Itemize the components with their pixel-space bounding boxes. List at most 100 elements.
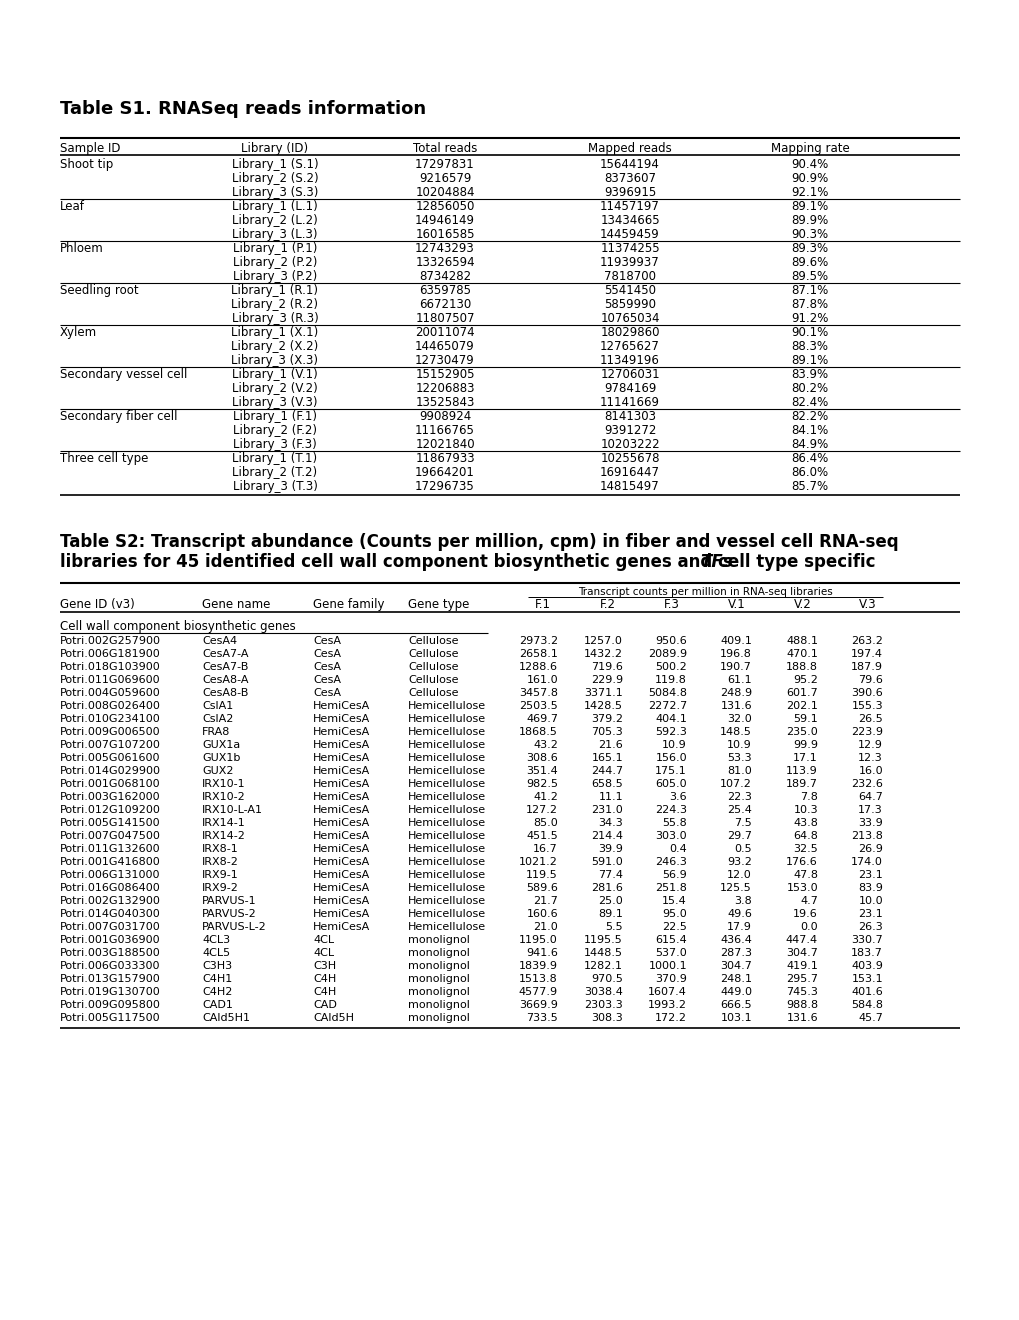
- Text: V.2: V.2: [794, 598, 811, 611]
- Text: CAld5H1: CAld5H1: [202, 1012, 250, 1023]
- Text: 7.8: 7.8: [799, 792, 817, 803]
- Text: Library_2 (T.2): Library_2 (T.2): [232, 466, 317, 479]
- Text: 43.2: 43.2: [533, 741, 557, 750]
- Text: 2973.2: 2973.2: [519, 636, 557, 645]
- Text: 41.2: 41.2: [533, 792, 557, 803]
- Text: 88.3%: 88.3%: [791, 341, 827, 352]
- Text: 2658.1: 2658.1: [519, 649, 557, 659]
- Text: 131.6: 131.6: [786, 1012, 817, 1023]
- Text: Potri.005G141500: Potri.005G141500: [60, 818, 160, 828]
- Text: Library_3 (S.3): Library_3 (S.3): [231, 186, 318, 199]
- Text: 409.1: 409.1: [719, 636, 751, 645]
- Text: 153.0: 153.0: [786, 883, 817, 894]
- Text: 705.3: 705.3: [591, 727, 623, 737]
- Text: 89.1%: 89.1%: [791, 201, 827, 213]
- Text: 17296735: 17296735: [415, 480, 475, 492]
- Text: Potri.006G131000: Potri.006G131000: [60, 870, 160, 880]
- Text: 26.3: 26.3: [857, 921, 882, 932]
- Text: F.3: F.3: [663, 598, 680, 611]
- Text: 719.6: 719.6: [591, 663, 623, 672]
- Text: 82.2%: 82.2%: [791, 411, 827, 422]
- Text: 90.3%: 90.3%: [791, 228, 827, 242]
- Text: 127.2: 127.2: [526, 805, 557, 814]
- Text: 4CL5: 4CL5: [202, 948, 230, 958]
- Text: 12.0: 12.0: [727, 870, 751, 880]
- Text: 1448.5: 1448.5: [584, 948, 623, 958]
- Text: 90.9%: 90.9%: [791, 172, 827, 185]
- Text: 131.6: 131.6: [719, 701, 751, 711]
- Text: 11141669: 11141669: [599, 396, 659, 409]
- Text: Hemicellulose: Hemicellulose: [408, 741, 486, 750]
- Text: 15644194: 15644194: [599, 158, 659, 172]
- Text: HemiCesA: HemiCesA: [313, 896, 370, 906]
- Text: Potri.010G234100: Potri.010G234100: [60, 714, 161, 723]
- Text: 1195.0: 1195.0: [519, 935, 557, 945]
- Text: PARVUS-L-2: PARVUS-L-2: [202, 921, 267, 932]
- Text: 3.6: 3.6: [668, 792, 687, 803]
- Text: Hemicellulose: Hemicellulose: [408, 883, 486, 894]
- Text: 59.1: 59.1: [793, 714, 817, 723]
- Text: 16.7: 16.7: [533, 843, 557, 854]
- Text: 224.3: 224.3: [654, 805, 687, 814]
- Text: 6672130: 6672130: [419, 298, 471, 312]
- Text: 89.1%: 89.1%: [791, 354, 827, 367]
- Text: 745.3: 745.3: [786, 987, 817, 997]
- Text: Potri.016G086400: Potri.016G086400: [60, 883, 161, 894]
- Text: HemiCesA: HemiCesA: [313, 792, 370, 803]
- Text: Potri.007G031700: Potri.007G031700: [60, 921, 161, 932]
- Text: 591.0: 591.0: [591, 857, 623, 867]
- Text: 172.2: 172.2: [654, 1012, 687, 1023]
- Text: Potri.008G026400: Potri.008G026400: [60, 701, 161, 711]
- Text: 25.0: 25.0: [598, 896, 623, 906]
- Text: Table S2: Transcript abundance (Counts per million, cpm) in fiber and vessel cel: Table S2: Transcript abundance (Counts p…: [60, 533, 898, 550]
- Text: 5084.8: 5084.8: [647, 688, 687, 698]
- Text: Library_3 (R.3): Library_3 (R.3): [231, 312, 318, 325]
- Text: 3371.1: 3371.1: [584, 688, 623, 698]
- Text: 80.2%: 80.2%: [791, 381, 827, 395]
- Text: Potri.009G095800: Potri.009G095800: [60, 1001, 161, 1010]
- Text: Shoot tip: Shoot tip: [60, 158, 113, 172]
- Text: 1195.5: 1195.5: [584, 935, 623, 945]
- Text: Potri.006G033300: Potri.006G033300: [60, 961, 160, 972]
- Text: HemiCesA: HemiCesA: [313, 870, 370, 880]
- Text: 1428.5: 1428.5: [584, 701, 623, 711]
- Text: monolignol: monolignol: [408, 987, 470, 997]
- Text: Potri.014G029900: Potri.014G029900: [60, 766, 161, 776]
- Text: 77.4: 77.4: [597, 870, 623, 880]
- Text: 235.0: 235.0: [786, 727, 817, 737]
- Text: Hemicellulose: Hemicellulose: [408, 818, 486, 828]
- Text: 0.0: 0.0: [800, 921, 817, 932]
- Text: IRX8-2: IRX8-2: [202, 857, 238, 867]
- Text: 9216579: 9216579: [419, 172, 471, 185]
- Text: 64.7: 64.7: [857, 792, 882, 803]
- Text: 3669.9: 3669.9: [519, 1001, 557, 1010]
- Text: Xylem: Xylem: [60, 326, 97, 339]
- Text: 401.6: 401.6: [851, 987, 882, 997]
- Text: 2503.5: 2503.5: [519, 701, 557, 711]
- Text: Potri.003G188500: Potri.003G188500: [60, 948, 161, 958]
- Text: 15152905: 15152905: [415, 368, 474, 381]
- Text: Cellulose: Cellulose: [408, 688, 459, 698]
- Text: 12.3: 12.3: [857, 752, 882, 763]
- Text: 232.6: 232.6: [850, 779, 882, 789]
- Text: 125.5: 125.5: [719, 883, 751, 894]
- Text: HemiCesA: HemiCesA: [313, 741, 370, 750]
- Text: 160.6: 160.6: [526, 909, 557, 919]
- Text: 89.5%: 89.5%: [791, 271, 827, 282]
- Text: 1513.8: 1513.8: [519, 974, 557, 983]
- Text: 370.9: 370.9: [654, 974, 687, 983]
- Text: 190.7: 190.7: [719, 663, 751, 672]
- Text: Potri.003G162000: Potri.003G162000: [60, 792, 160, 803]
- Text: monolignol: monolignol: [408, 961, 470, 972]
- Text: 11939937: 11939937: [599, 256, 659, 269]
- Text: 148.5: 148.5: [719, 727, 751, 737]
- Text: 85.0: 85.0: [533, 818, 557, 828]
- Text: 3.8: 3.8: [734, 896, 751, 906]
- Text: Library_2 (V.2): Library_2 (V.2): [232, 381, 318, 395]
- Text: 988.8: 988.8: [785, 1001, 817, 1010]
- Text: PARVUS-2: PARVUS-2: [202, 909, 257, 919]
- Text: 1839.9: 1839.9: [519, 961, 557, 972]
- Text: 176.6: 176.6: [786, 857, 817, 867]
- Text: 11457197: 11457197: [599, 201, 659, 213]
- Text: HemiCesA: HemiCesA: [313, 843, 370, 854]
